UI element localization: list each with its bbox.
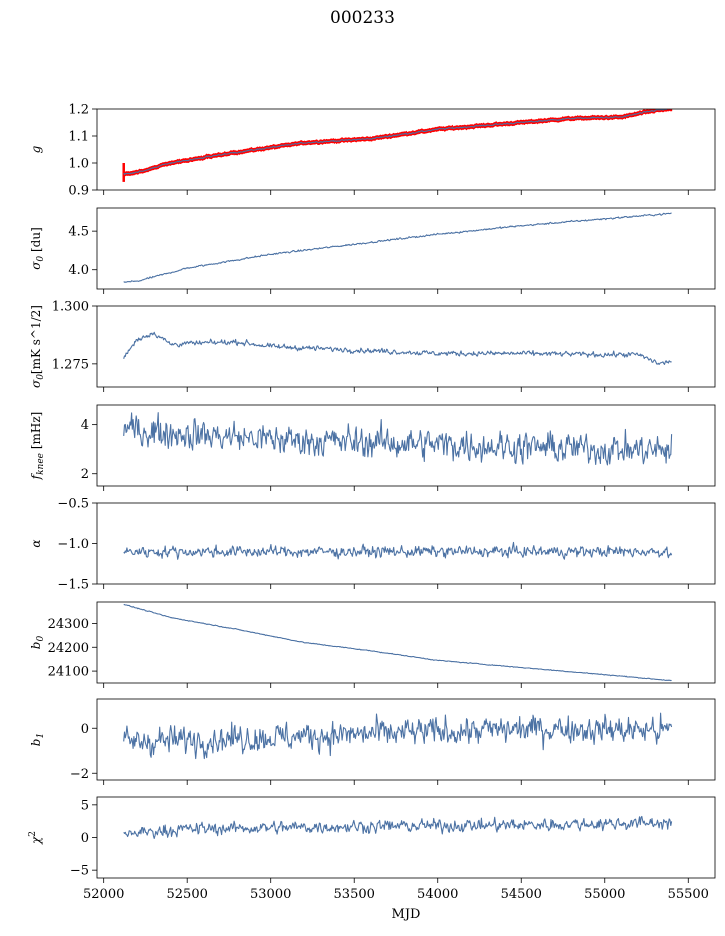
panel-7: −2 0 b1: [29, 698, 716, 785]
axes-frame: [96, 601, 716, 684]
y-tick-label: 4.5: [68, 225, 89, 240]
axes-frame: [96, 305, 716, 388]
y-tick-label: −2: [70, 767, 89, 782]
y-tick-label: −1.0: [57, 537, 89, 552]
y-tick-label: 2: [81, 467, 89, 482]
panel-2: 4.0 4.5 σ0 [du]: [29, 207, 716, 294]
y-tick-label: 1.1: [68, 130, 89, 145]
axes-frame: [96, 502, 716, 585]
series-line: [123, 109, 672, 176]
x-tick-label: 54000: [417, 887, 458, 902]
axes-frame: [96, 796, 716, 879]
series-line: [123, 604, 672, 682]
x-tick-label: 53000: [250, 887, 291, 902]
y-tick-label: −5: [70, 864, 89, 879]
y-axis-label: g: [29, 145, 43, 153]
y-axis-label: χ2: [28, 831, 43, 845]
y-axis-label: b0: [29, 636, 46, 650]
y-tick-label: −1.5: [57, 578, 89, 593]
y-axis-label: σ0[mK s^1/2]: [29, 305, 46, 388]
y-tick-label: 1.2: [68, 103, 89, 118]
x-tick-label: 52500: [167, 887, 208, 902]
series-line: [123, 712, 673, 760]
axes-frame: [96, 108, 716, 191]
panel-3: 1.275 1.300 σ0[mK s^1/2]: [29, 300, 716, 392]
x-tick-label: 55500: [668, 887, 709, 902]
axes-frame: [96, 698, 716, 781]
y-axis-label: σ0 [du]: [29, 227, 46, 270]
y-tick-label: 4.0: [68, 263, 89, 278]
x-tick-label: 52000: [83, 887, 124, 902]
y-tick-label: 4: [81, 418, 89, 433]
x-tick-label: 53500: [334, 887, 375, 902]
panel-4: 2 4 fknee [mHz]: [29, 404, 716, 491]
y-tick-label: 1.275: [52, 357, 89, 372]
axes-frame: [96, 404, 716, 487]
panel-8: −5 0 5 χ2: [28, 796, 716, 883]
overlay-band: [123, 109, 673, 178]
x-tick-label: 54500: [501, 887, 542, 902]
axes-frame: [96, 207, 716, 290]
y-tick-label: 24300: [48, 617, 89, 632]
series-line: [123, 412, 673, 466]
x-axis-label: MJD: [392, 907, 421, 922]
y-tick-label: 0.9: [68, 184, 89, 199]
panel-5: −1.5 −1.0 −0.5 α: [29, 497, 716, 593]
panel-1: 0.9 1.0 1.1 1.2 g: [29, 103, 716, 199]
y-tick-label: 0: [81, 722, 89, 737]
y-axis-label: fknee [mHz]: [29, 412, 46, 481]
x-tick-label: 55000: [584, 887, 625, 902]
y-tick-label: 24100: [48, 665, 89, 680]
y-axis-label: α: [29, 539, 43, 547]
y-tick-label: 1.0: [68, 157, 89, 172]
series-line: [123, 212, 672, 283]
figure-title: 000233: [330, 8, 395, 28]
y-tick-label: 0: [81, 831, 89, 846]
series-line: [123, 331, 672, 365]
y-tick-label: 24200: [48, 641, 89, 656]
series-line: [123, 541, 673, 560]
y-tick-label: 1.300: [52, 300, 89, 315]
y-tick-label: 5: [81, 798, 89, 813]
y-axis-label: b1: [29, 733, 46, 746]
series-line: [123, 815, 673, 840]
y-tick-label: −0.5: [57, 497, 89, 512]
